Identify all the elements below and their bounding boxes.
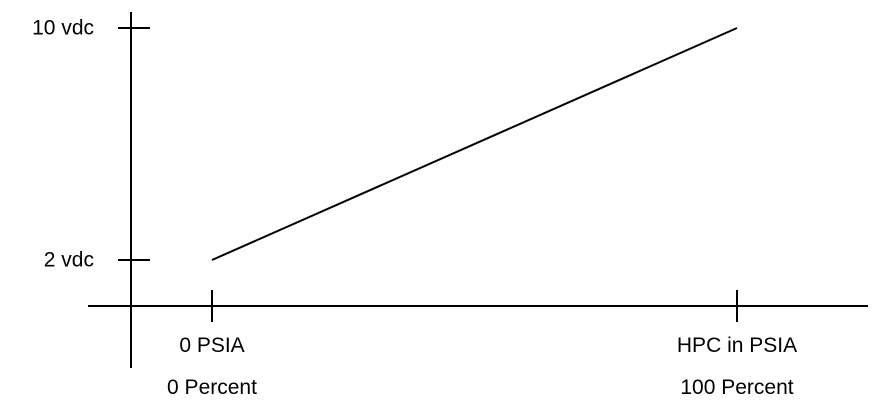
x-tick-sublabel-100-percent: 100 Percent — [680, 376, 793, 399]
x-tick-label-0-psia: 0 PSIA — [179, 334, 244, 357]
x-axis-ticks: 0 PSIA HPC in PSIA 0 Percent 100 Percent — [167, 290, 797, 399]
y-tick-label-10vdc: 10 vdc — [32, 17, 94, 40]
x-tick-sublabel-0-percent: 0 Percent — [167, 376, 257, 399]
data-line-voltage-vs-pressure — [211, 27, 738, 261]
x-tick-label-hpc-psia: HPC in PSIA — [677, 334, 797, 357]
y-axis-ticks: 2 vdc 10 vdc — [32, 17, 150, 272]
y-tick-label-2vdc: 2 vdc — [44, 249, 94, 272]
